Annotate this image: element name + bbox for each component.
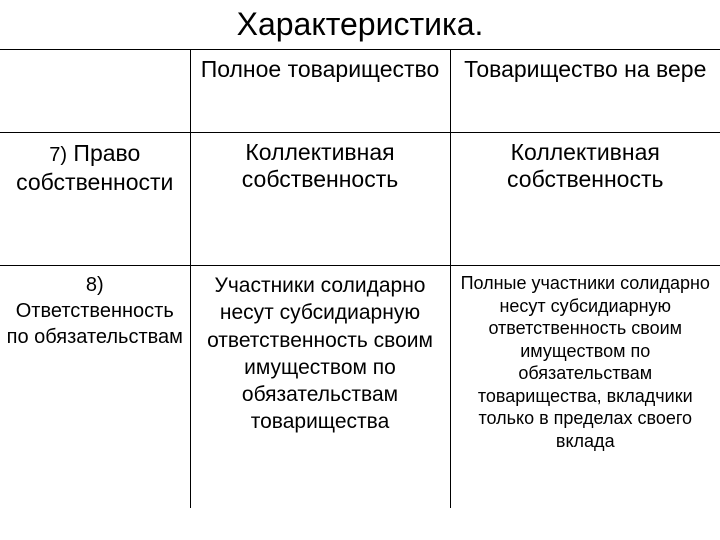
comparison-table: Полное товарищество Товарищество на вере… <box>0 49 720 508</box>
table-row: 8) Ответственность по обязательствам Уча… <box>0 266 720 509</box>
row2-label-text: Ответственность по обязательствам <box>7 300 183 348</box>
slide: Характеристика. Полное товарищество Това… <box>0 0 720 540</box>
row1-label: 7) Право собственности <box>0 133 190 266</box>
row1-col3: Коллективная собственность <box>450 133 720 266</box>
slide-title: Характеристика. <box>0 0 720 49</box>
header-empty <box>0 50 190 133</box>
header-col3: Товарищество на вере <box>450 50 720 133</box>
header-col2: Полное товарищество <box>190 50 450 133</box>
row1-number: 7) <box>49 144 67 166</box>
row1-label-text: Право собственности <box>16 140 173 195</box>
row2-label: 8) Ответственность по обязательствам <box>0 266 190 509</box>
table-header-row: Полное товарищество Товарищество на вере <box>0 50 720 133</box>
row2-col2: Участники солидарно несут субсидиарную о… <box>190 266 450 509</box>
row2-col3: Полные участники солидарно несут субсиди… <box>450 266 720 509</box>
row1-col2: Коллективная собственность <box>190 133 450 266</box>
row2-number: 8) <box>86 274 104 296</box>
table-row: 7) Право собственности Коллективная собс… <box>0 133 720 266</box>
